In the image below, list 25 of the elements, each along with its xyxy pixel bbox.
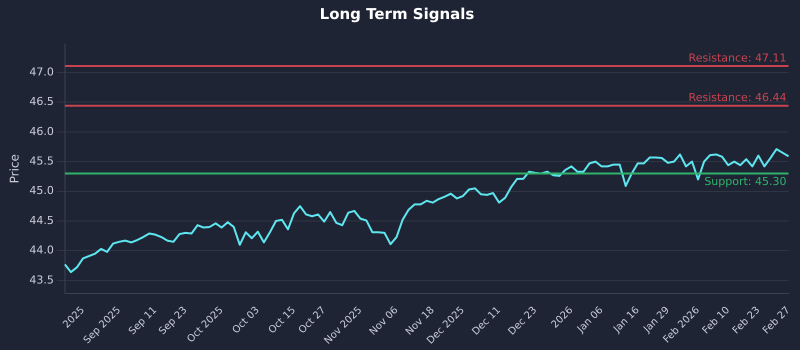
ref-line-label: Resistance: 46.44 (688, 91, 787, 104)
ref-line-label: Support: 45.30 (704, 174, 787, 188)
x-tick-label: Feb 27 (760, 304, 792, 336)
x-tick-label: Dec 11 (470, 304, 504, 338)
x-tick-label: Feb 10 (700, 304, 732, 336)
y-tick-label: 45.5 (29, 154, 54, 168)
ref-line-label: Resistance: 47.11 (688, 51, 787, 64)
x-tick-label: Oct 15 (266, 304, 298, 336)
x-tick-label: Dec 23 (506, 304, 540, 338)
x-tick-label: Feb 23 (730, 304, 762, 336)
x-tick-label: Nov 06 (368, 304, 401, 338)
y-tick-label: 46.0 (29, 124, 54, 138)
y-tick-label: 47.0 (29, 65, 54, 78)
x-tick-label: Jan 06 (574, 304, 606, 336)
y-tick-label: 45.0 (29, 184, 54, 198)
y-tick-label: 44.5 (29, 214, 54, 227)
x-tick-label: Sep 11 (126, 304, 160, 338)
y-tick-label: 46.5 (29, 95, 54, 108)
x-tick-label: Oct 03 (230, 304, 262, 336)
x-tick-label: Jan 16 (611, 304, 642, 336)
y-tick-label: 43.5 (29, 273, 54, 286)
y-tick-label: 44.0 (29, 244, 54, 257)
chart-title: Long Term Signals (320, 4, 474, 23)
y-axis-title: Price (7, 154, 22, 184)
x-tick-label: Oct 27 (296, 304, 328, 336)
